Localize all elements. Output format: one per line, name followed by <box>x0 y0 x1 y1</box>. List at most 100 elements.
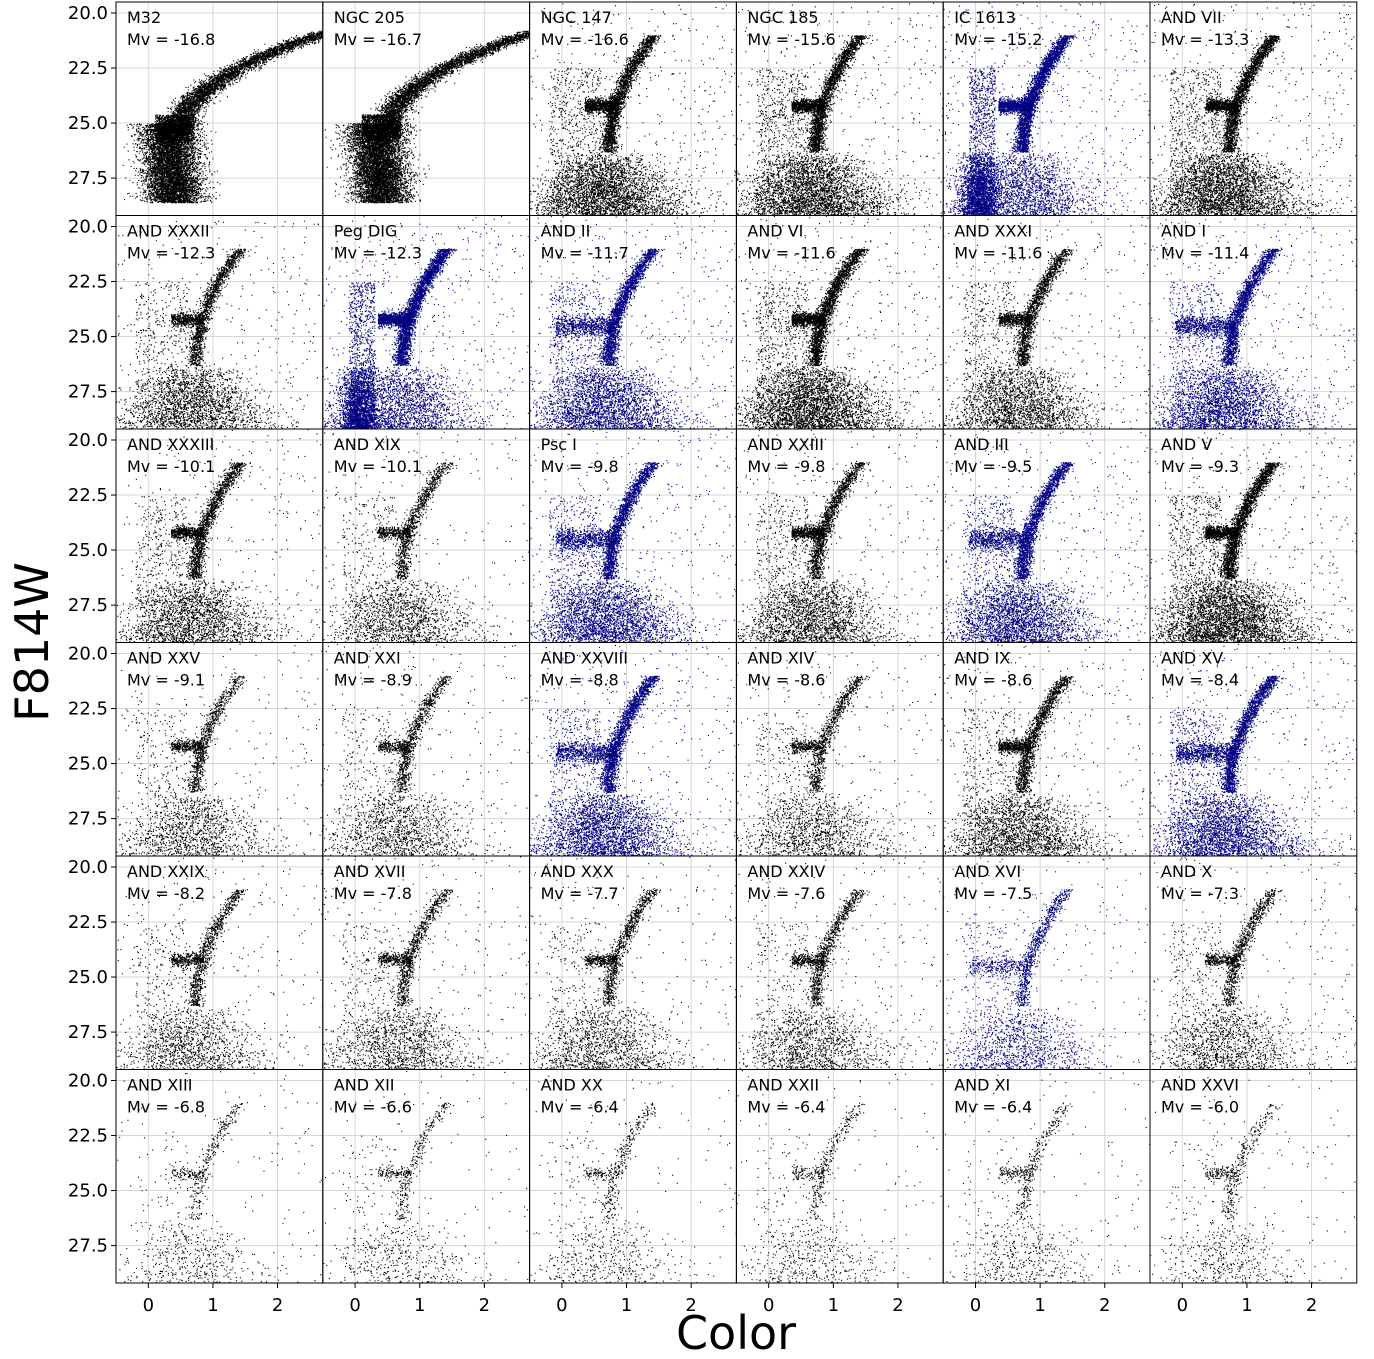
panel-magnitude-label: Mv = -9.8 <box>541 457 619 476</box>
panel-galaxy-name: AND XX <box>541 1076 603 1095</box>
y-tick-label: 20.0 <box>68 644 108 665</box>
y-tick-label: 20.0 <box>68 217 108 238</box>
x-tick-label: 2 <box>272 1295 283 1316</box>
panel: AND XVI Mv = -7.5 <box>943 856 1150 1071</box>
panel-galaxy-name: AND XIV <box>747 649 814 668</box>
x-tick-label: 1 <box>828 1295 839 1316</box>
panel-galaxy-name: NGC 147 <box>541 8 612 27</box>
panel-galaxy-name: IC 1613 <box>954 8 1016 27</box>
x-tick-label: 1 <box>414 1295 425 1316</box>
panel: AND XXV Mv = -9.1 <box>111 643 324 858</box>
y-tick-labels: 20.022.525.027.520.022.525.027.520.022.5… <box>68 3 108 1257</box>
y-tick-label: 20.0 <box>68 430 108 451</box>
panel-magnitude-label: Mv = -9.5 <box>954 457 1032 476</box>
panel-galaxy-name: AND XV <box>1161 649 1223 668</box>
panel-magnitude-label: Mv = -11.4 <box>1161 244 1249 263</box>
scatter-points <box>123 31 324 204</box>
panel-magnitude-label: Mv = -7.6 <box>747 884 825 903</box>
panel-galaxy-name: AND XXIV <box>747 862 825 881</box>
panel-magnitude-label: Mv = -12.3 <box>334 244 422 263</box>
x-axis-title: Color <box>676 1306 796 1359</box>
panel-magnitude-label: Mv = -8.6 <box>954 671 1032 690</box>
panel-magnitude-label: Mv = -6.4 <box>541 1098 619 1117</box>
y-tick-label: 25.0 <box>68 967 108 988</box>
panel-magnitude-label: Mv = -8.8 <box>541 671 619 690</box>
panel-magnitude-label: Mv = -9.3 <box>1161 457 1239 476</box>
panel-magnitude-label: Mv = -9.1 <box>127 671 205 690</box>
panel: AND XXIII Mv = -9.8 <box>736 429 944 644</box>
panel: AND VMv = -9.3 <box>1150 429 1358 644</box>
y-tick-label: 27.5 <box>68 168 108 189</box>
panel: AND XI Mv = -6.4 <box>943 1070 1150 1289</box>
panel-magnitude-label: Mv = -9.8 <box>747 457 825 476</box>
panel-galaxy-name: AND XXIII <box>747 435 823 454</box>
panel: Peg DIG Mv = -12.3 <box>323 216 531 431</box>
x-tick-label: 0 <box>143 1295 154 1316</box>
x-tick-label: 2 <box>479 1295 490 1316</box>
panel: AND XV Mv = -8.4 <box>1150 643 1358 858</box>
panel-galaxy-name: AND XXV <box>127 649 200 668</box>
panel-magnitude-label: Mv = -7.5 <box>954 884 1032 903</box>
panel-galaxy-name: AND XI <box>954 1076 1010 1095</box>
panel-magnitude-label: Mv = -7.7 <box>541 884 619 903</box>
panel: AND XXVI Mv = -6.0 <box>1150 1070 1358 1289</box>
panel-magnitude-label: Mv = -7.3 <box>1161 884 1239 903</box>
panel-magnitude-label: Mv = -6.4 <box>954 1098 1032 1117</box>
panel-magnitude-label: Mv = -11.7 <box>541 244 629 263</box>
y-tick-label: 22.5 <box>68 58 108 79</box>
point-cloud <box>325 31 531 204</box>
panel-magnitude-label: Mv = -15.6 <box>747 30 835 49</box>
panel-galaxy-name: AND XVII <box>334 862 406 881</box>
panel: AND XIV Mv = -8.6 <box>736 643 943 858</box>
panel-galaxy-name: AND VI <box>747 222 803 241</box>
panel: AND I Mv = -11.4 <box>1150 216 1357 431</box>
panel-galaxy-name: AND VII <box>1161 8 1222 27</box>
panel-galaxy-name: Peg DIG <box>334 222 398 241</box>
panel-magnitude-label: Mv = -10.1 <box>127 457 215 476</box>
panel-galaxy-name: AND XII <box>334 1076 395 1095</box>
panel-galaxy-name: M32 <box>127 8 161 27</box>
panel-galaxy-name: AND XXXII <box>127 222 210 241</box>
y-tick-label: 25.0 <box>68 540 108 561</box>
panel-magnitude-label: Mv = -12.3 <box>127 244 215 263</box>
x-tick-label: 0 <box>1177 1295 1188 1316</box>
y-tick-label: 27.5 <box>68 595 108 616</box>
panel-magnitude-label: Mv = -11.6 <box>747 244 835 263</box>
y-tick-label: 25.0 <box>68 754 108 775</box>
panel-magnitude-label: Mv = -16.7 <box>334 30 422 49</box>
panel-magnitude-label: Mv = -8.6 <box>747 671 825 690</box>
panel-magnitude-label: Mv = -8.4 <box>1161 671 1239 690</box>
panel-magnitude-label: Mv = -10.1 <box>334 457 422 476</box>
panel-galaxy-name: AND XXIX <box>127 862 205 881</box>
panel-galaxy-name: AND XVI <box>954 862 1021 881</box>
panel-magnitude-label: Mv = -11.6 <box>954 244 1042 263</box>
panel-magnitude-label: Mv = -7.8 <box>334 884 412 903</box>
panel-magnitude-label: Mv = -6.4 <box>747 1098 825 1117</box>
x-tick-label: 2 <box>1306 1295 1317 1316</box>
x-tick-label: 0 <box>970 1295 981 1316</box>
x-tick-label: 0 <box>556 1295 567 1316</box>
y-tick-label: 25.0 <box>68 1181 108 1202</box>
y-tick-label: 20.0 <box>68 1071 108 1092</box>
panel-magnitude-label: Mv = -6.0 <box>1161 1098 1239 1117</box>
y-tick-label: 22.5 <box>68 1126 108 1147</box>
y-tick-label: 27.5 <box>68 382 108 403</box>
panel: Psc IMv = -9.8 <box>530 429 737 644</box>
x-tick-label: 1 <box>207 1295 218 1316</box>
y-tick-label: 27.5 <box>68 1236 108 1257</box>
panel-galaxy-name: AND XXVI <box>1161 1076 1239 1095</box>
y-tick-label: 27.5 <box>68 1022 108 1043</box>
y-tick-label: 20.0 <box>68 3 108 24</box>
panel-galaxy-name: AND XIII <box>127 1076 192 1095</box>
panel-galaxy-name: AND I <box>1161 222 1206 241</box>
